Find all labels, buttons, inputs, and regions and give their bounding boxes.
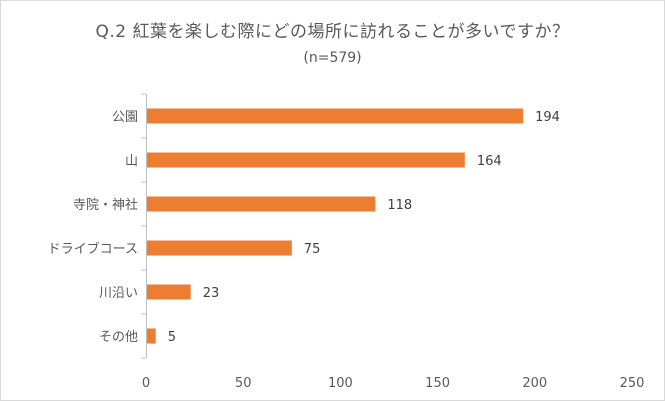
bar — [147, 240, 292, 256]
category-label: ドライブコース — [48, 241, 138, 257]
x-tick-label: 0 — [142, 376, 150, 391]
x-tick-label: 150 — [425, 376, 450, 391]
category-label: 公園 — [112, 110, 138, 125]
x-tick-label: 200 — [522, 376, 547, 391]
chart-title: Q.2 紅葉を楽しむ際にどの場所に訪れることが多いですか？ — [95, 22, 570, 42]
data-label: 23 — [203, 286, 220, 301]
category-label: 山 — [125, 154, 138, 169]
chart-subtitle: (n=579) — [303, 50, 362, 66]
x-tick-label: 250 — [620, 376, 645, 391]
data-label: 118 — [387, 198, 412, 213]
data-label: 5 — [168, 330, 176, 345]
bar — [147, 152, 465, 168]
x-tick-label: 100 — [328, 376, 353, 391]
data-label: 164 — [477, 154, 502, 169]
data-label: 194 — [535, 110, 560, 125]
bar — [147, 196, 376, 212]
category-label: その他 — [99, 330, 138, 345]
bar — [147, 284, 191, 300]
bar — [147, 108, 524, 124]
bar — [147, 328, 156, 344]
category-label: 寺院・神社 — [73, 197, 138, 213]
data-label: 75 — [304, 242, 321, 257]
category-label: 川沿い — [99, 286, 138, 301]
x-tick-label: 50 — [235, 376, 252, 391]
